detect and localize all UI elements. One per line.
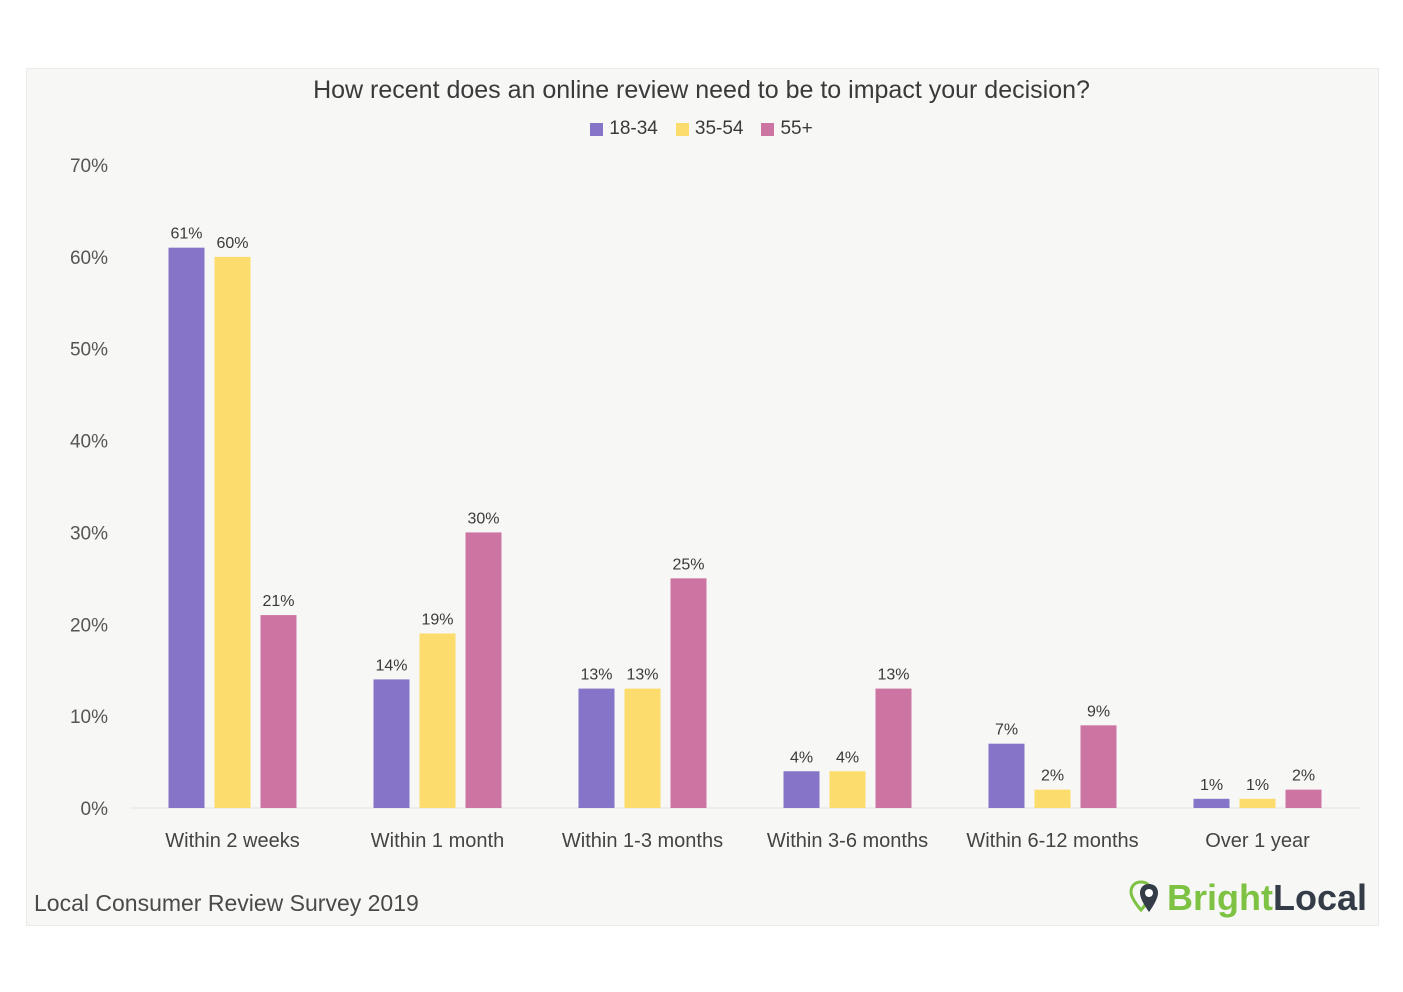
y-tick-label: 30% bbox=[70, 523, 108, 544]
bar bbox=[783, 771, 820, 808]
bar bbox=[624, 688, 661, 808]
bar bbox=[1239, 798, 1276, 808]
bar bbox=[465, 532, 502, 808]
map-pin-icon bbox=[1129, 880, 1158, 913]
legend-item-55-plus: 55+ bbox=[761, 118, 813, 140]
y-tick-label: 10% bbox=[70, 707, 108, 728]
y-tick-label: 70% bbox=[70, 156, 108, 177]
x-tick-label: Within 6-12 months bbox=[966, 830, 1138, 852]
y-tick-label: 60% bbox=[70, 248, 108, 269]
legend-label-35-54: 35-54 bbox=[694, 118, 744, 139]
bar bbox=[1034, 789, 1071, 808]
bar bbox=[578, 688, 615, 808]
chart-legend: 18-34 35-54 55+ bbox=[0, 118, 1403, 140]
legend-swatch-18-34 bbox=[590, 122, 604, 136]
bar bbox=[829, 771, 866, 808]
legend-label-55-plus: 55+ bbox=[780, 118, 813, 139]
bar bbox=[1193, 798, 1230, 808]
data-label: 2% bbox=[1292, 768, 1315, 785]
bar bbox=[1285, 789, 1322, 808]
data-label: 21% bbox=[262, 593, 294, 610]
brand-text-bright: Bright bbox=[1166, 877, 1273, 918]
y-tick-label: 0% bbox=[81, 799, 109, 820]
survey-source: Local Consumer Review Survey 2019 bbox=[34, 890, 419, 916]
data-label: 25% bbox=[672, 556, 704, 573]
x-tick-label: Within 1 month bbox=[371, 830, 504, 852]
bar bbox=[1080, 725, 1117, 808]
data-label: 4% bbox=[836, 749, 859, 766]
x-tick-label: Over 1 year bbox=[1205, 830, 1310, 852]
y-tick-label: 20% bbox=[70, 615, 108, 636]
data-label: 9% bbox=[1087, 703, 1110, 720]
bar bbox=[670, 578, 707, 808]
bar bbox=[875, 688, 912, 808]
data-label: 19% bbox=[421, 611, 453, 628]
data-label: 14% bbox=[375, 657, 407, 674]
chart-title: How recent does an online review need to… bbox=[313, 76, 1090, 104]
data-label: 60% bbox=[216, 235, 248, 252]
bar bbox=[988, 743, 1025, 808]
data-label: 13% bbox=[877, 667, 909, 684]
legend-swatch-55-plus bbox=[761, 122, 775, 136]
data-label: 1% bbox=[1200, 777, 1223, 794]
data-label: 30% bbox=[467, 510, 499, 527]
legend-item-35-54: 35-54 bbox=[675, 118, 744, 140]
bar bbox=[419, 633, 456, 808]
x-tick-label: Within 2 weeks bbox=[165, 830, 300, 852]
data-label: 13% bbox=[626, 667, 658, 684]
y-tick-label: 50% bbox=[70, 340, 108, 361]
legend-label-18-34: 18-34 bbox=[609, 118, 658, 139]
data-label: 1% bbox=[1246, 777, 1269, 794]
y-tick-label: 40% bbox=[70, 432, 108, 453]
data-label: 2% bbox=[1041, 768, 1064, 785]
x-tick-label: Within 3-6 months bbox=[767, 830, 928, 852]
data-label: 61% bbox=[170, 226, 202, 243]
brand-text-local: Local bbox=[1272, 877, 1367, 918]
legend-item-18-34: 18-34 bbox=[590, 118, 658, 140]
bar bbox=[168, 247, 205, 808]
legend-swatch-35-54 bbox=[675, 122, 689, 136]
bar bbox=[214, 256, 251, 808]
data-label: 7% bbox=[995, 722, 1018, 739]
data-label: 4% bbox=[790, 749, 813, 766]
data-label: 13% bbox=[580, 667, 612, 684]
bar bbox=[260, 615, 297, 808]
x-tick-label: Within 1-3 months bbox=[562, 830, 723, 852]
brightlocal-logo: Bright Local bbox=[1129, 877, 1367, 919]
bar bbox=[373, 679, 410, 808]
